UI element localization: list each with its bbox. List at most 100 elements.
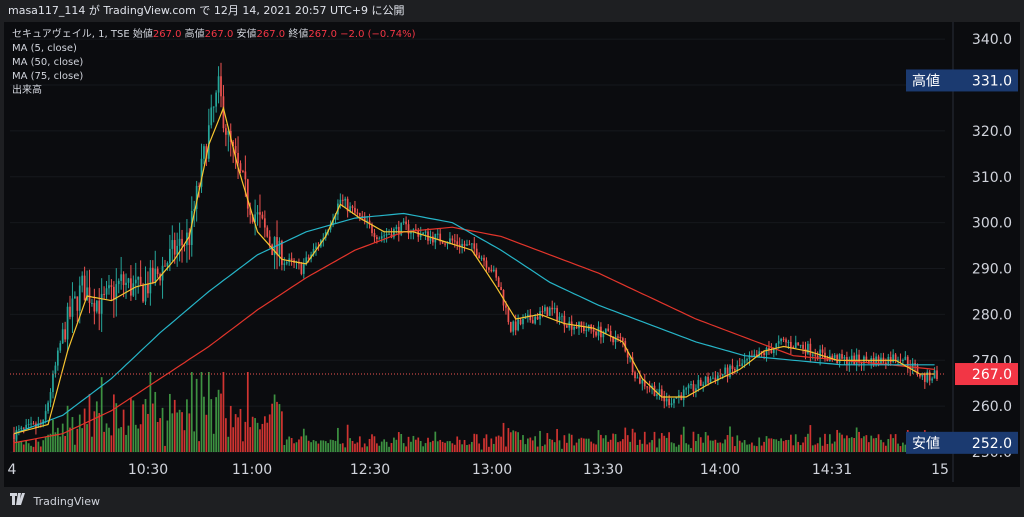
candle-body [156, 268, 159, 274]
chart-panel[interactable] [4, 22, 1020, 487]
volume-bar [59, 436, 62, 452]
candle-body [597, 326, 600, 336]
candle-body [32, 423, 35, 425]
candle-body [614, 336, 617, 343]
volume-bar [473, 433, 476, 452]
candle-body [86, 287, 88, 301]
volume-bar [161, 407, 164, 452]
volume-bar [317, 443, 320, 452]
legend-ma5[interactable]: MA (5, close) [12, 43, 77, 54]
candle-body [405, 221, 407, 225]
volume-bar [488, 446, 490, 452]
volume-bar [86, 424, 88, 452]
volume-bar [673, 443, 675, 452]
candle-body [52, 373, 54, 393]
candle-body [690, 384, 692, 386]
volume-bar [147, 413, 149, 452]
candle-body [458, 244, 461, 247]
legend-ma75[interactable]: MA (75, close) [12, 71, 84, 82]
candle-body [349, 206, 351, 212]
volume-bar [30, 445, 32, 452]
candle-body [373, 233, 376, 238]
volume-bar [563, 435, 566, 452]
candle-body [127, 278, 130, 283]
time-axis[interactable]: 4 10:30 11:00 12:30 13:00 13:30 14:00 14:31 15 [8, 462, 949, 478]
volume-bar [736, 435, 739, 452]
candle-body [222, 96, 225, 129]
candle-body [738, 365, 741, 367]
candle-body [234, 146, 237, 153]
volume-bar [449, 441, 451, 452]
candle-body [470, 243, 473, 245]
candle-body [47, 402, 49, 412]
candle-body [93, 302, 96, 312]
volume-bar [351, 440, 354, 452]
candle-body [928, 371, 931, 381]
volume-bar [422, 446, 425, 452]
volume-bars [13, 372, 938, 452]
volume-bar [397, 432, 400, 452]
volume-bar [56, 427, 59, 452]
volume-bar [271, 403, 274, 452]
candle-body [702, 384, 705, 386]
candle-body [144, 283, 147, 302]
volume-bar [305, 435, 308, 452]
volume-bar [108, 427, 110, 452]
candle-body [98, 300, 101, 314]
volume-bar [285, 439, 288, 452]
volume-bar [229, 405, 232, 452]
legend-volume[interactable]: 出来高 [12, 85, 42, 96]
volume-bar [612, 433, 614, 452]
attribution-text: masa117_114 が TradingView.com で 12月 14, … [8, 4, 405, 17]
candle-body [402, 221, 405, 223]
volume-bar [716, 442, 719, 452]
candle-body [561, 315, 563, 317]
candle-body [210, 107, 213, 126]
volume-bar [541, 446, 544, 452]
volume-bar [526, 438, 529, 452]
candle-body [673, 398, 675, 404]
candle-body [663, 395, 666, 402]
volume-bar [712, 440, 714, 452]
volume-bar [20, 440, 23, 452]
volume-bar [760, 445, 763, 452]
candle-body [592, 329, 595, 332]
volume-bar [27, 443, 30, 452]
candle-body [639, 377, 641, 384]
candle-body [768, 347, 770, 351]
change-value: −2.0 (−0.74%) [340, 29, 416, 40]
volume-bar [95, 401, 98, 452]
candle-body [368, 220, 371, 225]
volume-bar [210, 399, 213, 452]
candle-body [134, 279, 137, 284]
candle-body [164, 265, 166, 267]
candle-body [473, 243, 476, 249]
candle-body [802, 344, 804, 349]
volume-bar [81, 428, 84, 452]
candle-body [117, 280, 120, 285]
legend-ma50[interactable]: MA (50, close) [12, 57, 84, 68]
candle-body [215, 92, 217, 107]
candle-body [897, 359, 899, 361]
volume-bar [137, 428, 140, 452]
volume-bar [39, 446, 42, 452]
volume-bar [159, 418, 161, 452]
high-price-marker: 高値 331.0 [906, 69, 1018, 92]
volume-bar [731, 436, 734, 452]
volume-bar [670, 442, 673, 452]
candle-body [522, 318, 524, 325]
volume-bar [44, 437, 47, 452]
candle-body [500, 287, 502, 291]
candle-body [641, 379, 644, 384]
volume-bar [790, 434, 792, 452]
candle-body [256, 212, 259, 215]
volume-bar [858, 431, 860, 452]
candle-body [787, 341, 790, 343]
volume-bar [470, 441, 473, 452]
volume-bar [556, 429, 558, 452]
volume-bar [64, 435, 67, 452]
candle-body [115, 284, 118, 300]
candle-body [551, 307, 554, 310]
candle-body [64, 329, 67, 340]
